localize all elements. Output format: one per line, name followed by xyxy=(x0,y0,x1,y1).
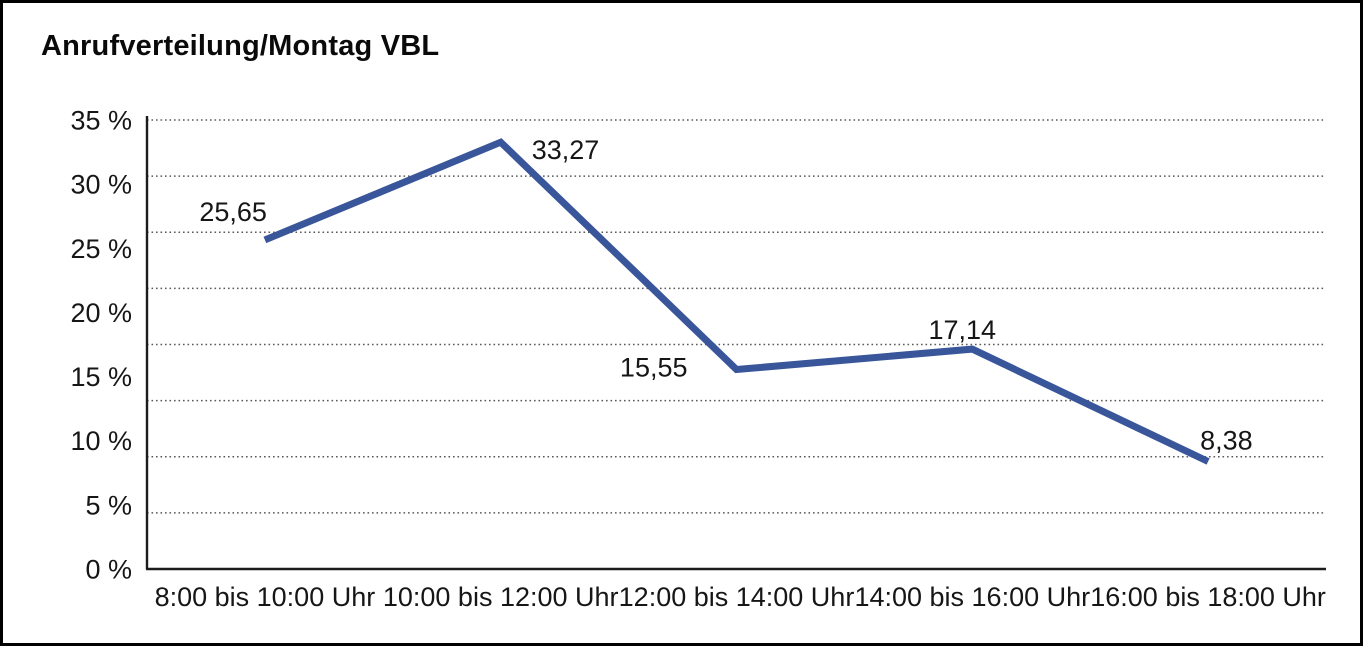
data-point-label: 17,14 xyxy=(929,315,997,345)
y-tick-label: 35 % xyxy=(70,106,132,136)
y-tick-label: 0 % xyxy=(85,555,132,585)
data-point-label: 25,65 xyxy=(199,197,267,227)
data-point-label: 33,27 xyxy=(532,135,600,165)
line-chart-canvas: 35 % 30 % 25 % 20 % 15 % 10 % 5 % 0 % 8:00 bis 1… xyxy=(70,106,1326,612)
chart-title: Anrufverteilung/Montag VBL xyxy=(41,30,440,62)
y-tick-label: 15 % xyxy=(70,362,132,392)
y-tick-label: 5 % xyxy=(85,490,132,520)
data-point-label: 15,55 xyxy=(620,353,688,383)
x-tick-label: 16:00 bis 18:00 Uhr xyxy=(1090,582,1326,612)
data-point-label: 8,38 xyxy=(1200,425,1253,455)
x-tick-label: 14:00 bis 16:00 Uhr xyxy=(854,582,1090,612)
x-tick-label: 10:00 bis 12:00 Uhr xyxy=(383,582,619,612)
y-tick-label: 25 % xyxy=(70,234,132,264)
y-tick-label: 10 % xyxy=(70,426,132,456)
x-tick-label: 12:00 bis 14:00 Uhr xyxy=(619,582,855,612)
x-tick-label: 8:00 bis 10:00 Uhr xyxy=(155,582,376,612)
y-tick-label: 30 % xyxy=(70,170,132,200)
data-line-series xyxy=(263,138,1210,465)
y-tick-label: 20 % xyxy=(70,298,132,328)
